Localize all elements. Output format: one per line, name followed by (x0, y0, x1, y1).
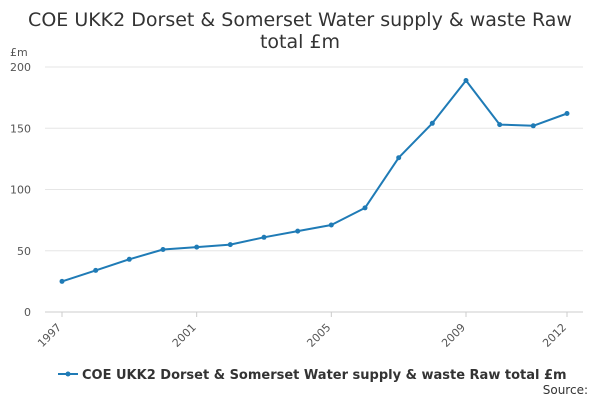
legend[interactable]: COE UKK2 Dorset & Somerset Water supply … (58, 368, 567, 383)
x-tick-label-2001: 2001 (170, 321, 199, 350)
data-point-2008[interactable] (429, 120, 435, 126)
data-point-2000[interactable] (160, 247, 166, 252)
series-group (59, 78, 570, 284)
data-point-2010[interactable] (497, 122, 503, 128)
data-point-2001[interactable] (194, 244, 200, 250)
source-label: Source: (543, 383, 588, 397)
data-point-1998[interactable] (93, 267, 99, 273)
y-tick-label-100: 100 (10, 184, 31, 197)
data-point-2009[interactable] (463, 78, 469, 83)
series-line-0 (61, 79, 568, 283)
data-point-1997[interactable] (59, 278, 65, 284)
chart-title-line-2: total £m (260, 31, 340, 53)
y-axis-unit-label: £m (10, 46, 28, 59)
data-point-2011[interactable] (530, 123, 536, 129)
x-axis: 1997 2001 2005 2009 2012 (35, 312, 569, 350)
data-point-2006[interactable] (362, 205, 368, 211)
y-axis-ticks: 0 50 100 150 200 (10, 61, 31, 319)
legend-marker-icon (65, 371, 71, 377)
y-tick-label-200: 200 (10, 61, 31, 74)
x-tick-label-2009: 2009 (439, 321, 468, 350)
data-point-2005[interactable] (328, 222, 334, 228)
x-tick-label-2005: 2005 (304, 321, 333, 350)
data-point-1999[interactable] (126, 256, 132, 262)
x-tick-label-1997: 1997 (35, 321, 64, 350)
y-tick-label-0: 0 (24, 306, 31, 319)
legend-label: COE UKK2 Dorset & Somerset Water supply … (82, 368, 567, 383)
data-point-2002[interactable] (227, 242, 233, 248)
y-tick-label-50: 50 (17, 245, 31, 258)
chart-title-line-1: COE UKK2 Dorset & Somerset Water supply … (28, 9, 572, 31)
x-tick-label-2012: 2012 (540, 321, 569, 350)
data-point-2007[interactable] (396, 155, 402, 161)
data-point-2012[interactable] (564, 111, 570, 116)
data-point-2003[interactable] (261, 234, 267, 240)
gridlines (45, 66, 583, 313)
y-tick-label-150: 150 (10, 122, 31, 135)
data-point-2004[interactable] (295, 228, 301, 234)
